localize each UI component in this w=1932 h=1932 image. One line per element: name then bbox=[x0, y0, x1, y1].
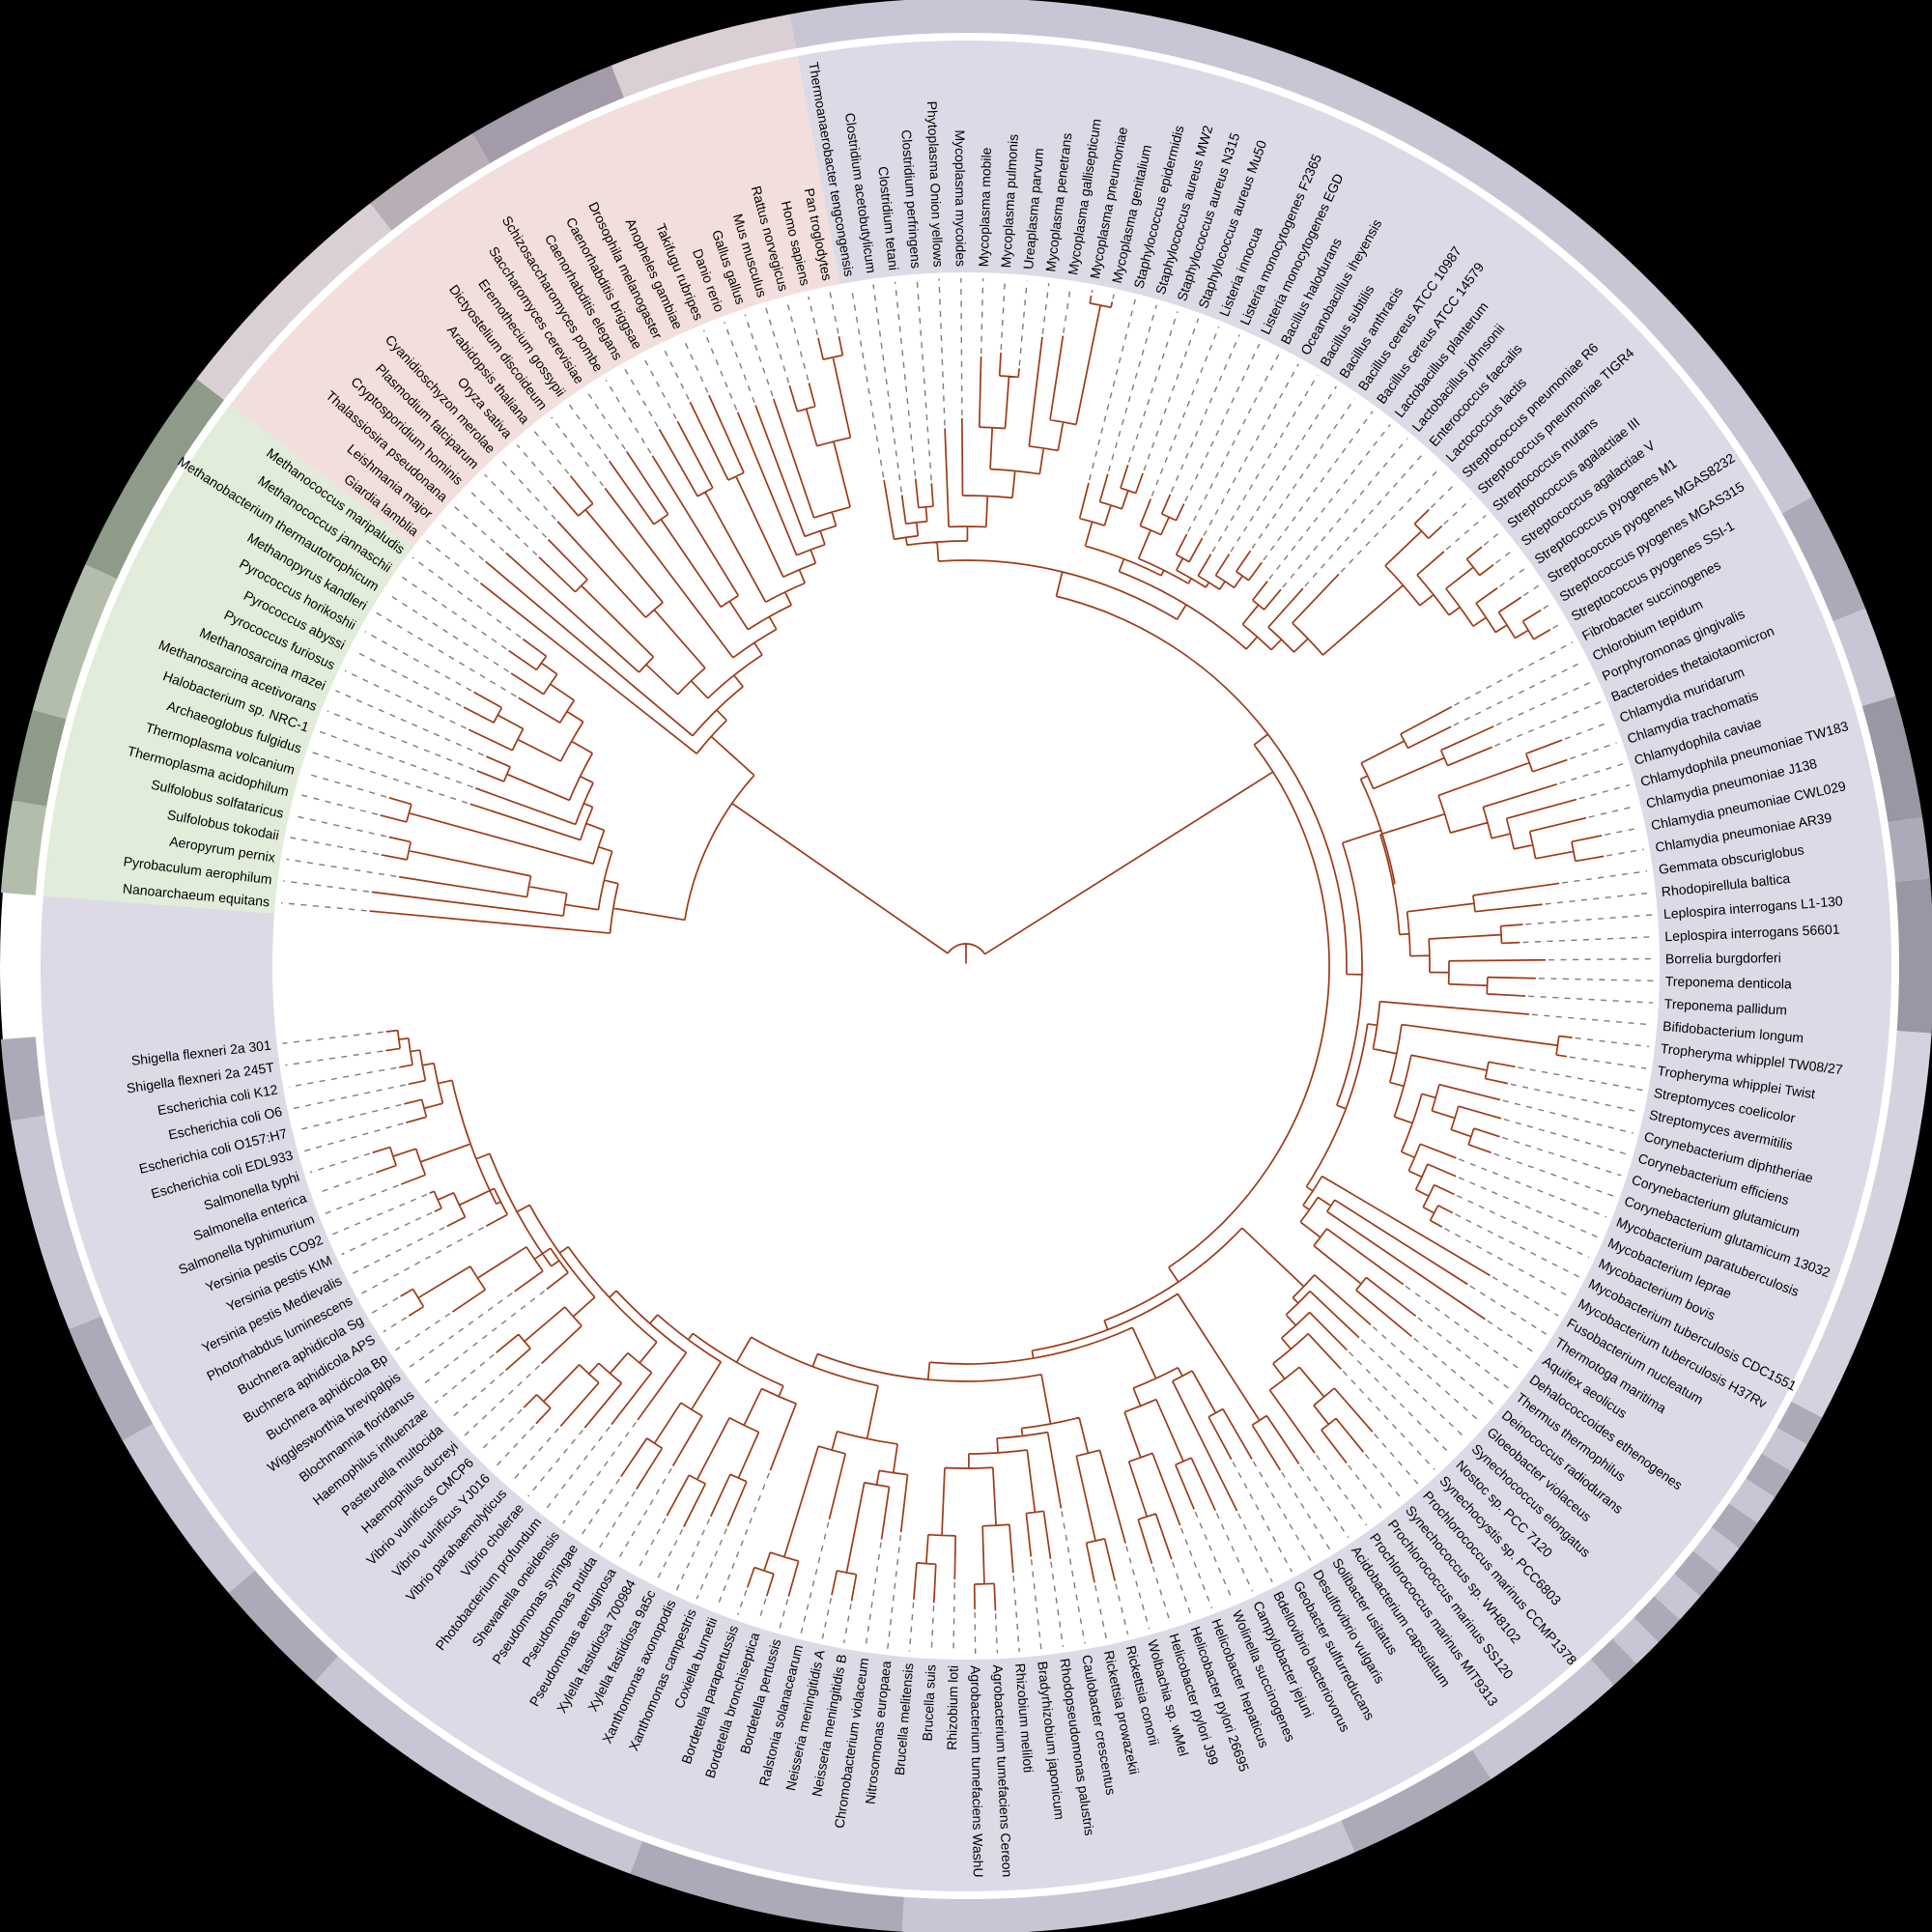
svg-text:Mycoplasma pulmonis: Mycoplasma pulmonis bbox=[998, 133, 1021, 268]
svg-text:Mycoplasma mycoides: Mycoplasma mycoides bbox=[952, 129, 969, 267]
svg-text:Phytoplasma Onion yellows: Phytoplasma Onion yellows bbox=[924, 100, 947, 267]
svg-text:Leplospira interrogans 56601: Leplospira interrogans 56601 bbox=[1664, 922, 1840, 945]
svg-text:Mycoplasma mobile: Mycoplasma mobile bbox=[976, 147, 994, 267]
svg-text:Treponema denticola: Treponema denticola bbox=[1665, 974, 1793, 992]
svg-text:Borrelia burgdorferi: Borrelia burgdorferi bbox=[1665, 950, 1781, 966]
svg-text:Brucella suis: Brucella suis bbox=[920, 1664, 939, 1742]
svg-text:Treponema pallidum: Treponema pallidum bbox=[1664, 996, 1788, 1018]
svg-text:Rhizobium loti: Rhizobium loti bbox=[944, 1665, 961, 1750]
svg-text:Agrobacterium tumefaciens Wash: Agrobacterium tumefaciens WashU bbox=[968, 1665, 986, 1878]
